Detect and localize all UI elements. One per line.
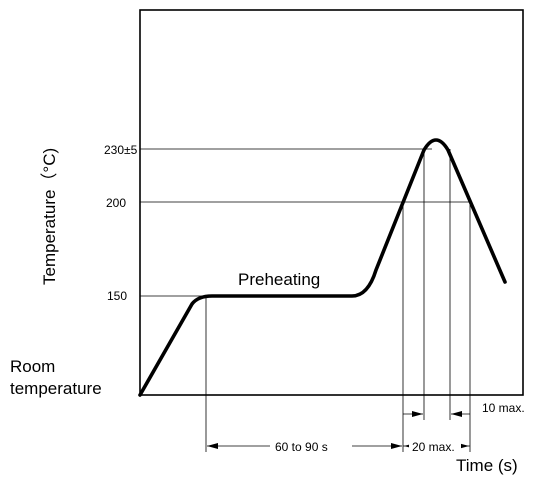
dimension-preheat-duration: 60 to 90 s bbox=[207, 438, 402, 454]
dimension-at-peak: 10 max. bbox=[403, 401, 525, 417]
y-tick-label-150: 150 bbox=[107, 289, 127, 303]
plot-frame bbox=[139, 9, 524, 396]
y-origin-label-line1: Room bbox=[10, 357, 55, 376]
y-tick-label-230: 230±5 bbox=[104, 143, 138, 157]
preheat-duration-label: 60 to 90 s bbox=[275, 440, 328, 454]
y-axis-title: Temperature（°C) bbox=[40, 148, 59, 285]
preheating-label: Preheating bbox=[238, 270, 320, 289]
x-axis-title: Time (s) bbox=[456, 456, 518, 475]
y-origin-label-line2: temperature bbox=[10, 379, 102, 398]
temperature-profile-curve bbox=[138, 138, 507, 397]
at-peak-label: 10 max. bbox=[482, 401, 525, 415]
y-tick-label-200: 200 bbox=[106, 196, 126, 210]
above-200-label: 20 max. bbox=[412, 440, 455, 454]
dimension-above-200: 20 max. bbox=[403, 438, 470, 454]
